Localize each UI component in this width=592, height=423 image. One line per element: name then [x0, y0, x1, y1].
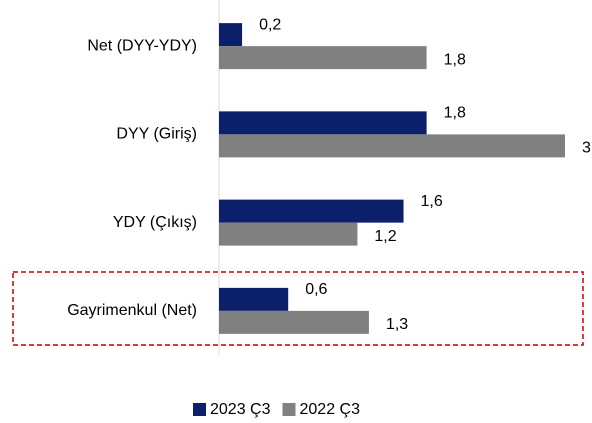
bar [219, 310, 369, 334]
value-label: 1,8 [444, 105, 466, 122]
y-tick-label: YDY (Çıkış) [113, 214, 197, 231]
value-label: 3,0 [582, 140, 592, 157]
bar [219, 46, 427, 70]
value-label: 0,6 [305, 281, 327, 298]
value-label: 1,6 [421, 193, 443, 210]
value-label: 0,2 [259, 16, 281, 33]
legend-label: 2023 Ç3 [210, 401, 271, 418]
bar [219, 134, 565, 158]
value-label: 1,3 [386, 316, 408, 333]
y-tick-label: Gayrimenkul (Net) [67, 302, 197, 319]
bar [219, 222, 358, 246]
bar [219, 199, 404, 223]
bar [219, 111, 427, 135]
highlight-box [12, 271, 584, 346]
y-tick-label: DYY (Giriş) [116, 126, 197, 143]
value-label: 1,2 [374, 228, 396, 245]
y-tick-label: Net (DYY-YDY) [87, 37, 197, 54]
legend-swatch [193, 403, 206, 416]
legend-swatch [282, 403, 296, 416]
legend-label: 2022 Ç3 [300, 401, 361, 418]
value-label: 1,8 [444, 51, 466, 68]
bar [219, 23, 243, 47]
bar [219, 287, 289, 311]
